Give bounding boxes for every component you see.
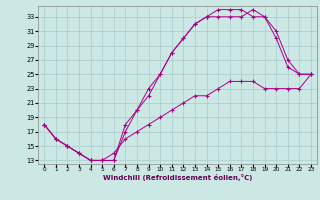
X-axis label: Windchill (Refroidissement éolien,°C): Windchill (Refroidissement éolien,°C) xyxy=(103,174,252,181)
